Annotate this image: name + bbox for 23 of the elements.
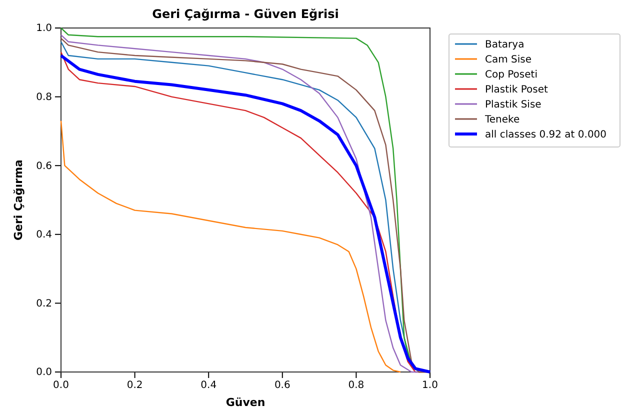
- legend-label: Batarya: [485, 40, 524, 50]
- y-tick-label: 1.0: [36, 23, 52, 34]
- x-tick-label: 1.0: [422, 380, 438, 392]
- legend-label: Plastik Poset: [485, 84, 548, 96]
- x-tick-label: 0.8: [348, 380, 364, 392]
- y-tick-label: 0.0: [36, 367, 52, 378]
- y-tick-label: 0.4: [36, 230, 52, 241]
- x-tick-label: 0.2: [126, 380, 143, 392]
- y-axis-title: Geri Çağırma: [12, 160, 25, 240]
- y-tick-label: 0.8: [36, 92, 52, 103]
- x-axis-title: Güven: [226, 396, 266, 409]
- legend-label: Cop Poseti: [485, 70, 538, 80]
- x-tick-label: 0.0: [53, 380, 69, 392]
- y-tick-label: 0.6: [36, 160, 52, 172]
- x-tick-label: 0.6: [274, 380, 290, 392]
- legend-label: Teneke: [484, 114, 520, 126]
- line-series: [60, 120, 402, 373]
- x-tick-label: 0.4: [200, 380, 217, 392]
- legend-label: Cam Sise: [485, 54, 532, 66]
- chart-title: Geri Çağırma - Güven Eğrisi: [152, 7, 339, 21]
- legend-label: Plastik Sise: [485, 100, 542, 110]
- y-tick-label: 0.2: [36, 298, 52, 310]
- legend-label: all classes 0.92 at 0.000: [485, 130, 607, 140]
